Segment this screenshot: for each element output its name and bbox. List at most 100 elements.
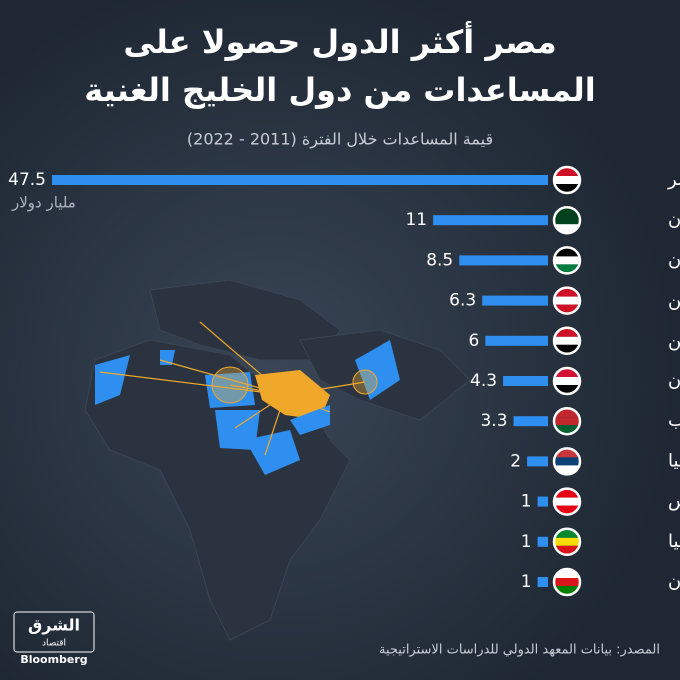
flag-stripe [555,457,579,466]
value-label: 1 [521,572,532,592]
flag-border [552,165,582,195]
value-label: 2 [510,451,521,471]
subtitle: قيمة المساعدات خلال الفترة (2011 - 2022) [187,130,493,150]
flag-stripe [555,184,579,192]
flag [555,288,579,313]
bar [537,496,548,507]
flag [555,449,579,474]
flag-stripe [555,489,579,498]
flag-border [552,447,582,476]
value-label: 6 [469,331,480,351]
flag-stripe [555,578,579,586]
flag-stripe [555,377,579,385]
category-label: اليمن [668,330,680,351]
flag-stripe [555,497,579,506]
flag-stripe [555,537,579,546]
flag-stripe [555,409,579,418]
value-label: 8.5 [426,250,453,270]
flag-stripe [555,296,579,305]
value-label: 47.5 [8,170,46,190]
value-label: 1 [521,532,532,552]
title-line: مصر أكثر الدول حصولا على [123,21,556,61]
bar [459,255,548,266]
category-label: تونس [668,491,680,512]
flag-border [552,326,582,356]
flag-border [552,366,582,396]
flag-border [552,406,582,436]
category-label: مصر [667,169,680,190]
flag-stripe [555,224,579,233]
flag-stripe [555,545,579,554]
bar [52,175,548,185]
bar [527,456,548,467]
category-label: عُمان [668,571,680,592]
value-label: 3.3 [480,411,507,431]
category-label: البحرين [668,290,680,311]
value-label: 11 [405,210,427,230]
flag-stripe [555,369,579,377]
unit-label: مليار دولار [11,194,76,212]
flag [555,328,579,353]
title-line: المساعدات من دول الخليج الغنية [84,71,596,109]
flag [555,570,579,594]
flag-stripe [555,425,579,434]
flag-border [552,246,582,275]
flag-border [552,286,582,315]
bar [485,335,548,346]
logo-frame [13,611,95,653]
flag [555,168,579,192]
flag-stripe [555,288,579,297]
flag-stripe [555,176,579,184]
flag-border [552,205,582,235]
flag-stripe [555,529,579,538]
value-label: 1 [521,492,532,512]
flag [555,529,579,554]
bar [537,536,548,547]
flag-stripe [555,248,579,257]
flag-stripe [555,168,579,176]
category-label: باكستان [668,209,680,230]
flag-stripe [555,385,579,393]
flag-stripe [555,570,579,578]
flag-stripe [555,465,579,474]
category-label: السودان [668,370,680,391]
flag-stripe [555,256,579,265]
flag [555,489,579,514]
flag-stripe [555,264,579,273]
flag-stripe [555,449,579,458]
category-label: المغرب [668,410,680,431]
flag-stripe [555,216,579,225]
category-label: صربيا [668,450,680,471]
flag [555,409,579,434]
logo: الشرق اقتصاد Bloomberg [13,611,95,666]
flag-stripe [555,328,579,337]
category-label: الأردن [668,248,680,270]
flag [555,369,579,393]
bar [433,215,548,226]
bar [513,416,548,427]
value-label: 6.3 [449,291,476,311]
value-label: 4.3 [470,371,497,391]
bar [537,577,548,587]
flag-stripe [555,304,579,313]
bar [503,376,548,386]
flag [555,248,579,273]
flag-stripe [555,336,579,345]
bar [482,295,548,306]
flag-stripe [555,344,579,353]
flag-stripe [555,417,579,426]
logo-name: الشرق [28,616,80,635]
logo-tag: اقتصاد [42,639,66,649]
flag [555,208,579,233]
flag-stripe [555,586,579,594]
map [84,279,471,641]
source: المصدر: بيانات المعهد الدولي للدراسات ال… [379,643,660,658]
flag-border [552,527,582,557]
flag-border [552,567,582,597]
logo-partner: Bloomberg [20,653,87,666]
flag-stripe [555,208,579,217]
flag-border [552,487,582,516]
category-label: إثيوبيا [668,531,680,552]
flag-stripe [555,505,579,514]
